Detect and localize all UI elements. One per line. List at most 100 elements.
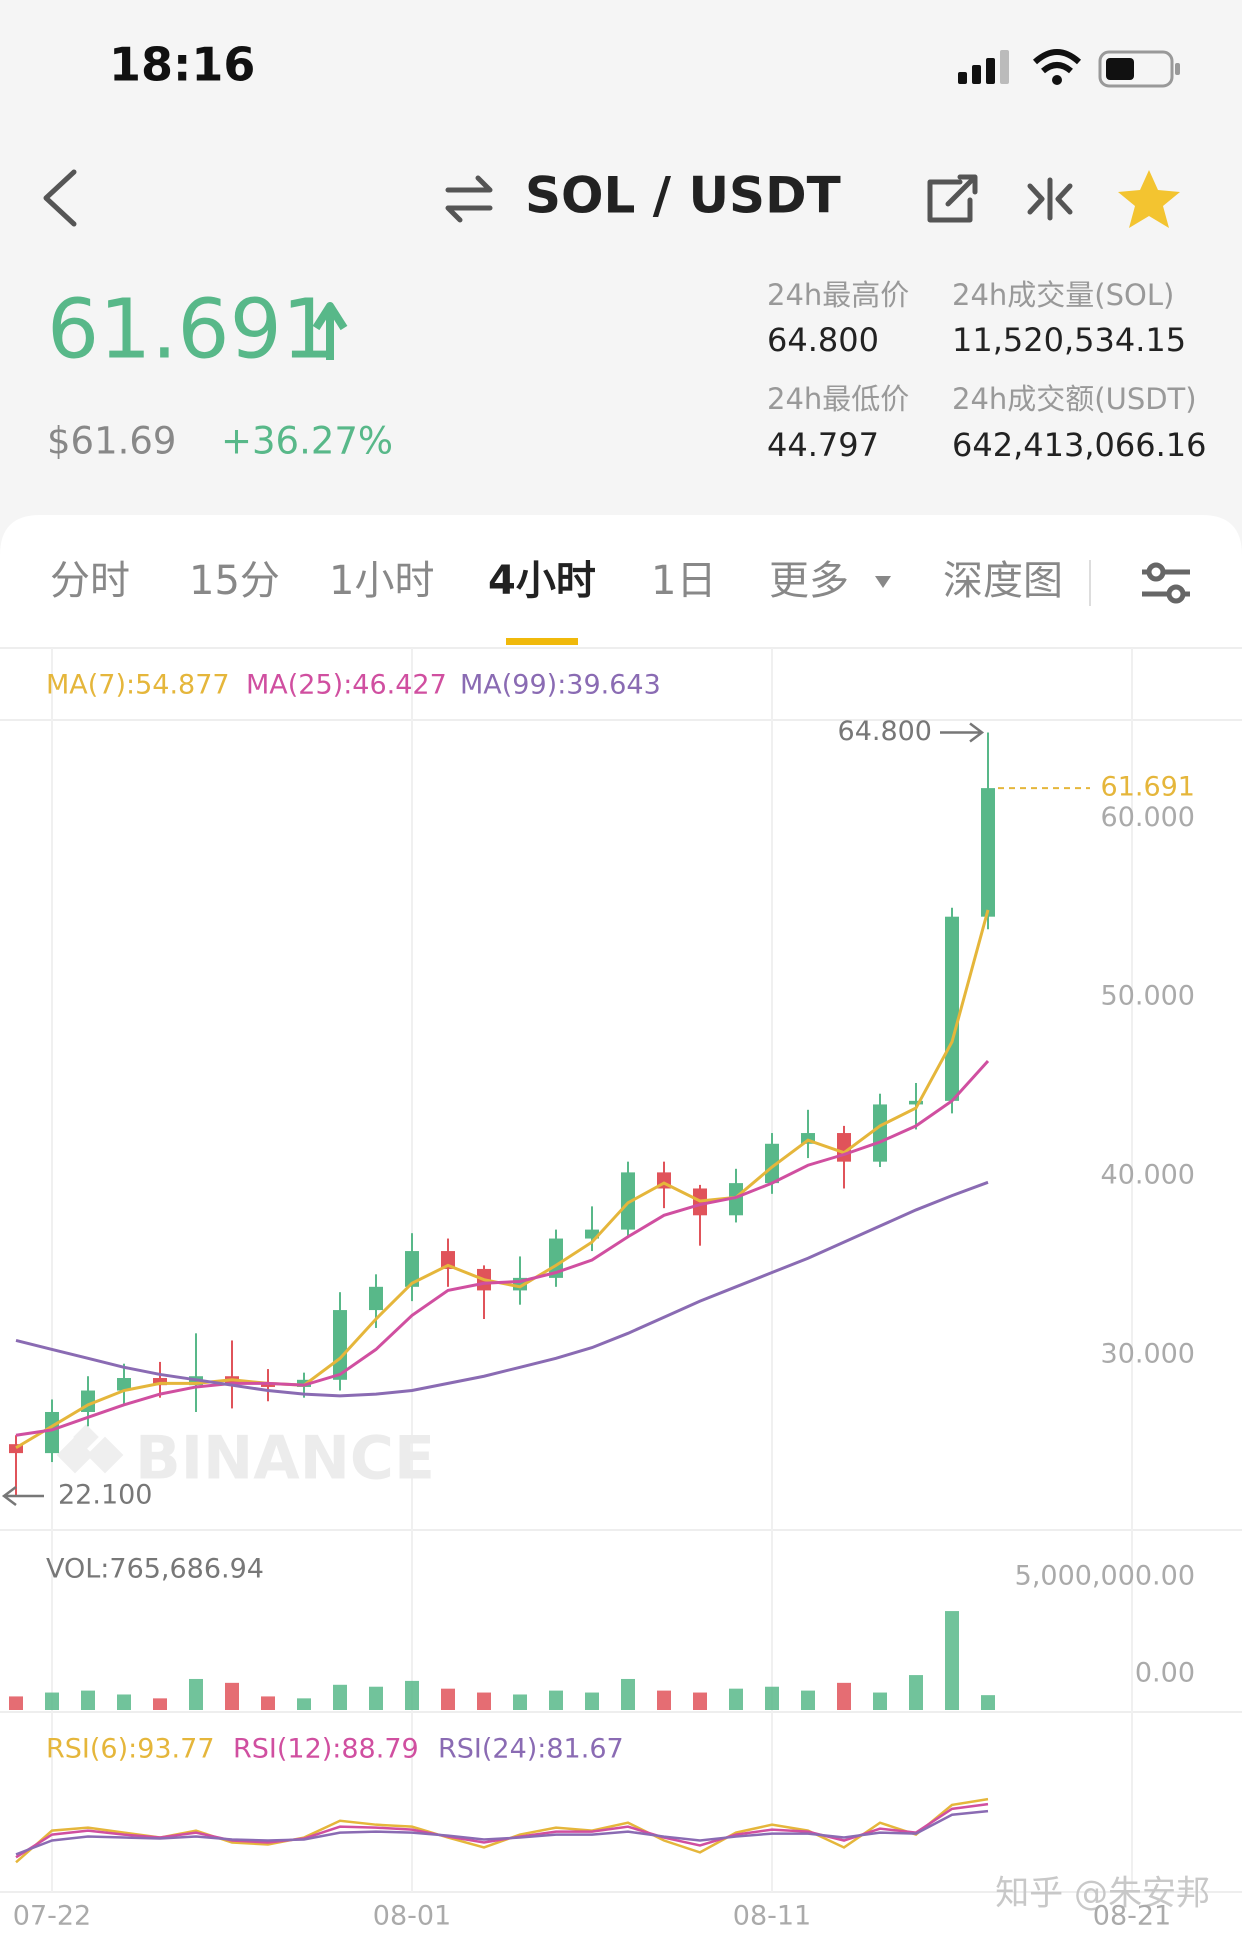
y-tick-label: 0.00 xyxy=(1135,1658,1195,1689)
x-tick-label: 08-21 xyxy=(1093,1901,1171,1932)
rsi-line xyxy=(15,1809,989,1856)
volume-bar xyxy=(621,1678,635,1710)
legend-entry: RSI(24):81.67 xyxy=(438,1734,624,1765)
x-tick-label: 07-22 xyxy=(13,1901,91,1932)
legend-entry: MA(7):54.877 xyxy=(46,670,230,701)
max-label: 64.800 xyxy=(838,716,932,747)
volume-bar xyxy=(729,1688,743,1710)
y-tick-label: 30.000 xyxy=(1101,1338,1195,1369)
stat-label: 24h最高价 xyxy=(767,278,909,312)
tab[interactable]: 15分 xyxy=(189,558,280,604)
candle-body xyxy=(981,788,995,917)
candle-body xyxy=(765,1143,779,1184)
candle-body xyxy=(369,1286,383,1311)
y-tick-label: 5,000,000.00 xyxy=(1015,1561,1195,1592)
volume-bar xyxy=(117,1694,131,1710)
volume-bar xyxy=(441,1688,455,1710)
volume-bar xyxy=(549,1690,563,1710)
volume-bar xyxy=(513,1694,527,1710)
volume-bar xyxy=(297,1698,311,1710)
volume-bar xyxy=(765,1686,779,1710)
volume-bar xyxy=(873,1692,887,1710)
tab[interactable]: 更多 xyxy=(769,558,849,604)
candle-body xyxy=(9,1444,23,1454)
split-icon[interactable] xyxy=(1027,177,1073,221)
candle-body xyxy=(441,1251,455,1269)
last-price: 61.691 xyxy=(47,282,334,377)
status-icons xyxy=(958,49,1180,88)
y-tick-label: 40.000 xyxy=(1101,1159,1195,1190)
stat-label: 24h最低价 xyxy=(767,382,909,416)
favorite-star[interactable] xyxy=(1118,170,1180,228)
candle-body xyxy=(405,1251,419,1287)
chart-panel xyxy=(0,515,1242,1945)
share-icon[interactable] xyxy=(927,174,978,223)
volume-bar xyxy=(693,1692,707,1710)
volume-bar xyxy=(981,1695,995,1710)
max-arrow xyxy=(940,722,985,743)
volume-title: VOL:765,686.94 xyxy=(46,1554,264,1585)
volume-bar xyxy=(405,1680,419,1710)
candle-body xyxy=(261,1383,275,1387)
volume-bar xyxy=(837,1682,851,1710)
min-label: 22.100 xyxy=(58,1480,152,1511)
volume-bar xyxy=(333,1684,347,1710)
x-tick-label: 08-01 xyxy=(373,1901,451,1932)
candle-body xyxy=(873,1104,887,1162)
volume-bar xyxy=(657,1690,671,1710)
candle-body xyxy=(117,1378,131,1391)
candle-body xyxy=(909,1100,923,1105)
volume-bar xyxy=(81,1690,95,1710)
watermark: BINANCE xyxy=(135,1424,435,1494)
tab-underline xyxy=(506,638,578,645)
legend-entry: MA(99):39.643 xyxy=(460,670,661,701)
stat-value: 64.800 xyxy=(767,321,879,359)
y-tick-label: 50.000 xyxy=(1101,981,1195,1012)
price-up-arrow xyxy=(312,302,348,360)
candle-body xyxy=(585,1229,599,1239)
tab[interactable]: 1小时 xyxy=(329,558,434,604)
more-caret xyxy=(875,576,891,588)
usd-price: $61.69 xyxy=(47,420,176,463)
legend-entry: MA(25):46.427 xyxy=(246,670,447,701)
settings-icon[interactable] xyxy=(1142,562,1190,604)
stat-value: 11,520,534.15 xyxy=(952,321,1186,359)
stat-value: 642,413,066.16 xyxy=(952,426,1206,464)
tab[interactable]: 分时 xyxy=(50,558,130,604)
watermark: 知乎 @朱安邦 xyxy=(995,1874,1210,1914)
ma-line xyxy=(15,1180,989,1398)
tab[interactable]: 深度图 xyxy=(943,558,1063,604)
candle-body xyxy=(729,1183,743,1216)
legend-entry: RSI(12):88.79 xyxy=(233,1734,419,1765)
stat-value: 44.797 xyxy=(767,426,879,464)
swap-icon[interactable] xyxy=(445,175,493,223)
y-tick-label: 60.000 xyxy=(1101,802,1195,833)
stat-label: 24h成交量(SOL) xyxy=(952,278,1174,312)
volume-bar xyxy=(909,1675,923,1710)
min-arrow xyxy=(1,1486,44,1507)
back-button[interactable] xyxy=(43,169,77,227)
volume-bar xyxy=(477,1692,491,1710)
tab[interactable]: 1日 xyxy=(651,558,716,604)
price-change: +36.27% xyxy=(221,420,393,463)
last-price-label: 61.691 xyxy=(1101,772,1195,803)
volume-bar xyxy=(801,1690,815,1710)
volume-bar xyxy=(9,1696,23,1710)
candle-body xyxy=(945,916,959,1101)
legend-entry: RSI(6):93.77 xyxy=(46,1734,215,1765)
binance-logo xyxy=(56,1424,124,1474)
candle-body xyxy=(45,1411,59,1454)
volume-bar xyxy=(45,1692,59,1710)
volume-bar xyxy=(585,1692,599,1710)
candle-body xyxy=(801,1133,815,1144)
volume-bar xyxy=(189,1678,203,1710)
stat-label: 24h成交额(USDT) xyxy=(952,382,1197,416)
volume-bar xyxy=(369,1686,383,1710)
volume-bar xyxy=(945,1611,959,1710)
volume-bar xyxy=(225,1682,239,1710)
tab[interactable]: 4小时 xyxy=(488,558,596,604)
ma-line xyxy=(15,1060,990,1437)
candle-body xyxy=(621,1172,635,1230)
